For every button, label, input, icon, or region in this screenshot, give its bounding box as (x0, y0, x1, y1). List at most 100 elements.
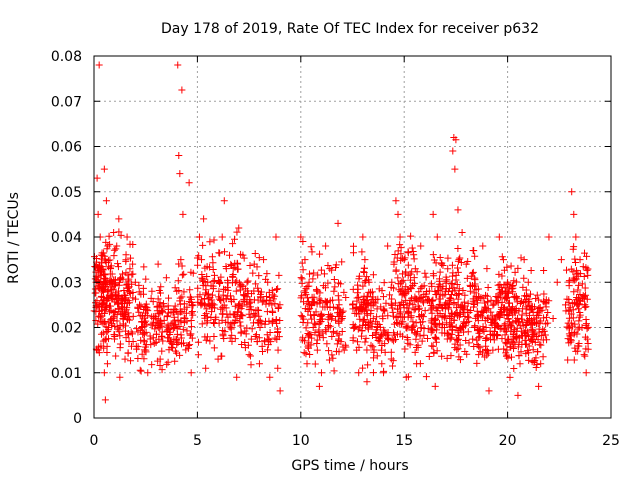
data-point (301, 256, 309, 264)
data-point (299, 266, 307, 274)
data-point (207, 313, 215, 321)
data-point (162, 274, 170, 282)
data-point (328, 351, 336, 359)
data-point (567, 319, 575, 327)
data-point (257, 294, 265, 302)
data-point (340, 346, 348, 354)
data-point (116, 332, 124, 340)
data-point (122, 257, 130, 265)
data-point (263, 331, 271, 339)
data-point (126, 265, 134, 273)
data-point (264, 278, 272, 286)
data-point (373, 324, 381, 331)
data-point (388, 304, 396, 312)
data-point (97, 317, 105, 325)
data-point (484, 284, 492, 292)
data-point (163, 327, 171, 335)
data-point (569, 314, 577, 322)
data-point (180, 270, 188, 278)
data-point (243, 278, 251, 286)
data-point (441, 312, 449, 320)
data-point (182, 309, 190, 317)
data-point (435, 300, 443, 308)
data-point (515, 334, 523, 342)
data-point (306, 305, 314, 313)
data-point (166, 338, 174, 346)
data-point (474, 317, 482, 325)
data-point (335, 348, 343, 356)
data-point (151, 325, 159, 333)
data-point (99, 329, 107, 337)
data-point (373, 313, 381, 321)
data-point (394, 247, 402, 255)
data-point (429, 297, 437, 305)
data-point (167, 337, 175, 345)
data-point (499, 256, 507, 264)
data-point (275, 333, 283, 341)
data-point (137, 290, 145, 298)
data-point (511, 268, 519, 276)
data-point (519, 318, 527, 326)
data-point (326, 322, 334, 330)
data-point (501, 320, 509, 328)
data-point (483, 334, 491, 342)
data-point (498, 325, 506, 333)
data-point (442, 301, 450, 309)
data-point (181, 314, 189, 322)
data-point (211, 304, 219, 312)
data-point (351, 322, 359, 330)
data-point (247, 305, 255, 313)
data-point (138, 324, 146, 331)
data-point (157, 307, 165, 315)
data-point (514, 264, 522, 272)
data-point (467, 272, 475, 280)
data-point (358, 326, 366, 334)
data-point (421, 269, 429, 277)
data-point (134, 354, 142, 362)
data-point (224, 319, 232, 327)
data-point (504, 315, 512, 323)
data-point (267, 338, 275, 346)
data-point (322, 328, 330, 336)
data-point (411, 265, 419, 273)
data-point (408, 244, 416, 252)
y-tick-label: 0.05 (51, 185, 82, 201)
data-point (121, 355, 129, 363)
data-point (487, 331, 495, 339)
data-point (581, 249, 589, 257)
data-point (219, 291, 227, 299)
data-point (116, 340, 124, 348)
data-point (175, 260, 183, 268)
data-point (517, 254, 525, 262)
data-point (522, 296, 530, 304)
data-point (528, 305, 536, 313)
data-point (320, 270, 328, 278)
data-point (180, 288, 188, 296)
data-point (438, 324, 446, 332)
data-point (316, 250, 324, 258)
data-point (494, 332, 502, 340)
data-point (519, 283, 527, 291)
data-point (364, 324, 372, 332)
data-point (322, 242, 330, 250)
data-point (454, 245, 462, 253)
data-point (255, 272, 263, 280)
data-point (427, 317, 435, 325)
data-point (199, 241, 207, 249)
data-point (393, 330, 401, 338)
data-point (473, 296, 481, 304)
data-point (461, 291, 469, 299)
data-point (227, 296, 235, 304)
data-point (471, 324, 479, 331)
data-point (508, 282, 516, 290)
data-point (148, 313, 156, 321)
data-point (156, 355, 164, 363)
data-point (209, 300, 217, 308)
chart-title: Day 178 of 2019, Rate Of TEC Index for r… (161, 21, 539, 37)
data-point (229, 240, 237, 248)
data-point (364, 361, 372, 369)
data-point (245, 351, 253, 359)
y-tick-label: 0.03 (51, 275, 82, 291)
data-point (484, 305, 492, 313)
data-point (431, 382, 439, 390)
